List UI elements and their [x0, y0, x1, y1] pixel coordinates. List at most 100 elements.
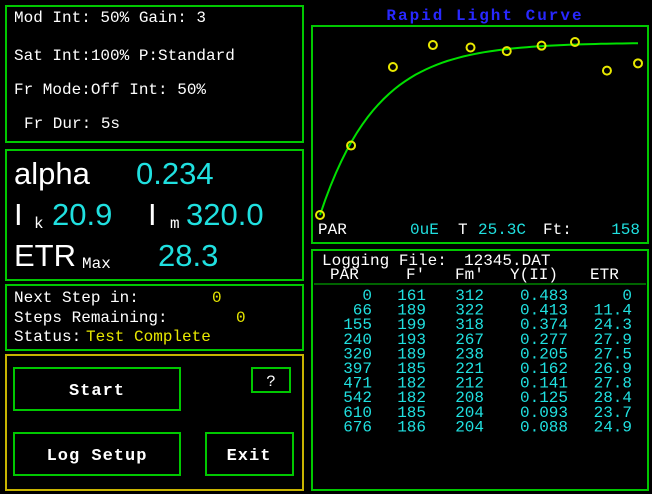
log-cell: 0.374: [520, 316, 568, 334]
temp-label: T: [458, 221, 468, 239]
log-cell: 186: [397, 418, 426, 436]
log-cell: 610: [343, 404, 372, 422]
data-point: [465, 42, 476, 53]
log-cell: 320: [343, 345, 372, 363]
par-value: 0uE: [410, 221, 439, 239]
log-cell: 24.3: [594, 316, 632, 334]
ft-value: 158: [611, 221, 640, 239]
log-cell: 182: [397, 389, 426, 407]
help-button[interactable]: [251, 367, 291, 393]
log-cell: 267: [455, 331, 484, 349]
log-cell: 0.162: [520, 360, 568, 378]
log-header: PAR: [330, 266, 359, 284]
log-header: Fm': [455, 266, 484, 284]
log-cell: 185: [397, 360, 426, 378]
data-point: [346, 140, 357, 151]
log-cell: 189: [397, 302, 426, 320]
log-cell: 193: [397, 331, 426, 349]
log-header: ETR: [590, 266, 619, 284]
log-cell: 24.9: [594, 418, 632, 436]
log-cell: 208: [455, 389, 484, 407]
data-point: [315, 210, 325, 220]
log-cell: 204: [455, 404, 484, 422]
log-cell: 23.7: [594, 404, 632, 422]
temp-value: 25.3C: [478, 221, 526, 239]
ik-sub: k: [34, 215, 44, 233]
log-cell: 0: [362, 287, 372, 305]
etrmax-value: 28.3: [158, 238, 218, 273]
status-panel: [5, 284, 304, 351]
remaining-label: Steps Remaining:: [14, 309, 168, 327]
log-cell: 27.5: [594, 345, 632, 363]
log-cell: 204: [455, 418, 484, 436]
log-cell: 155: [343, 316, 372, 334]
log-cell: 26.9: [594, 360, 632, 378]
setting-line: Fr Mode:Off Int: 50%: [14, 81, 206, 99]
remaining-value: 0: [236, 309, 246, 327]
log-cell: 189: [397, 345, 426, 363]
data-point: [387, 61, 398, 72]
ft-label: Ft:: [543, 221, 572, 239]
log-cell: 322: [455, 302, 484, 320]
log-cell: 66: [353, 302, 372, 320]
log-header: Y(II): [510, 266, 558, 284]
log-cell: 212: [455, 375, 484, 393]
log-cell: 185: [397, 404, 426, 422]
log-cell: 182: [397, 375, 426, 393]
setting-line: Mod Int: 50% Gain: 3: [14, 9, 206, 27]
im-label: I: [148, 197, 157, 232]
status-value: Test Complete: [86, 328, 211, 346]
data-point: [633, 58, 643, 69]
log-cell: 676: [343, 418, 372, 436]
plot-panel: [311, 25, 649, 244]
alpha-value: 0.234: [136, 156, 214, 191]
log-file: 12345.DAT: [464, 252, 550, 270]
log-cell: 221: [455, 360, 484, 378]
log-cell: 240: [343, 331, 372, 349]
exit-label[interactable]: Exit: [227, 447, 272, 466]
log-cell: 28.4: [594, 389, 632, 407]
data-point: [601, 65, 612, 76]
log-cell: 27.9: [594, 331, 632, 349]
ik-label: I: [14, 197, 23, 232]
log-setup-button[interactable]: [13, 432, 181, 476]
etr-label: ETR: [14, 238, 76, 273]
log-cell: 11.4: [594, 302, 632, 320]
data-point: [427, 40, 438, 51]
log-cell: 0.277: [520, 331, 568, 349]
log-file-label: Logging File:: [322, 252, 447, 270]
help-label[interactable]: ?: [266, 373, 276, 391]
fit-curve: [319, 42, 638, 216]
start-button[interactable]: [13, 367, 181, 411]
status-label: Status:: [14, 328, 81, 346]
log-cell: 0.125: [520, 389, 568, 407]
start-label[interactable]: Start: [69, 382, 125, 401]
data-point: [569, 37, 580, 47]
log-cell: 471: [343, 375, 372, 393]
ik-value: 20.9: [52, 197, 112, 232]
log-setup-label[interactable]: Log Setup: [47, 447, 148, 466]
data-point: [536, 40, 547, 51]
results-panel: [5, 149, 304, 281]
log-panel: [311, 249, 649, 491]
next-value: 0: [212, 289, 222, 307]
next-label: Next Step in:: [14, 289, 139, 307]
button-panel: [5, 354, 304, 491]
data-point: [501, 46, 512, 57]
setting-line: Sat Int:100% P:Standard: [14, 47, 235, 65]
log-cell: 0.483: [520, 287, 568, 305]
log-cell: 27.8: [594, 375, 632, 393]
exit-button[interactable]: [205, 432, 294, 476]
log-cell: 199: [397, 316, 426, 334]
log-cell: 318: [455, 316, 484, 334]
log-cell: 312: [455, 287, 484, 305]
log-cell: 0: [622, 287, 632, 305]
log-cell: 0.088: [520, 418, 568, 436]
log-cell: 0.093: [520, 404, 568, 422]
log-cell: 0.141: [520, 375, 568, 393]
log-cell: 238: [455, 345, 484, 363]
settings-panel: [5, 5, 304, 143]
plot-x-label: PAR: [318, 221, 347, 239]
